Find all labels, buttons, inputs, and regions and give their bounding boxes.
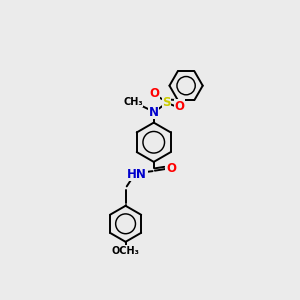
Text: O: O	[166, 162, 176, 175]
Text: O: O	[174, 100, 184, 113]
Text: O: O	[149, 87, 159, 100]
Text: S: S	[162, 97, 171, 110]
Text: N: N	[149, 106, 159, 119]
Text: HN: HN	[127, 168, 147, 181]
Text: OCH₃: OCH₃	[112, 246, 140, 256]
Text: CH₃: CH₃	[123, 97, 143, 107]
